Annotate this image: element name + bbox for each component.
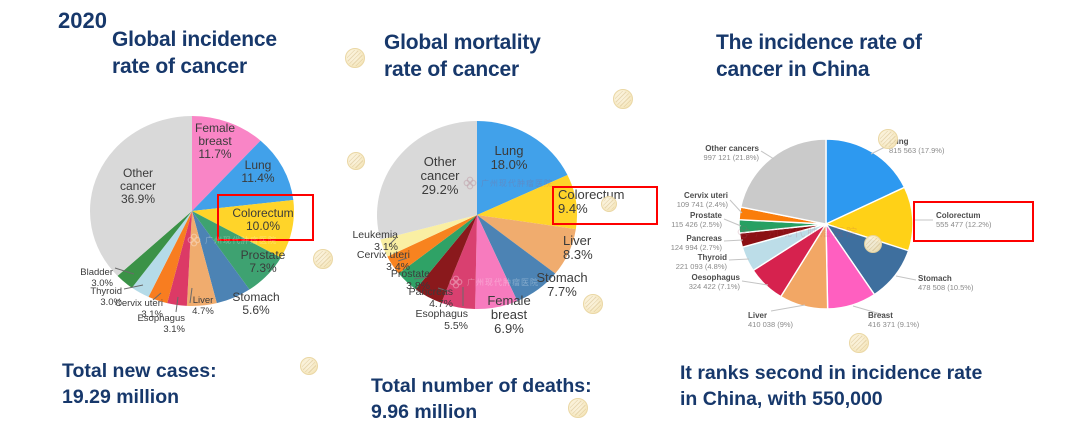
leader-line-global-mortality-1 bbox=[437, 287, 449, 292]
slice-china-incidence-colorectum bbox=[824, 186, 914, 252]
label-global-incidence-female-breast: Female breast 11.7% bbox=[194, 121, 236, 161]
slice-global-incidence-liver bbox=[186, 211, 217, 307]
label-global-incidence-bladder: Bladder 3.0% bbox=[80, 267, 113, 289]
leader-line-china-incidence-7 bbox=[723, 239, 744, 242]
label-china-incidence-cervix-uteri: Cervix uteri 109 741 (2.4%) bbox=[676, 191, 728, 209]
slice-global-mortality-leukemia bbox=[380, 215, 477, 257]
label-global-mortality-female-breast: Female breast 6.9% bbox=[487, 293, 531, 336]
colorectum-highlight-box-china-incidence bbox=[913, 201, 1034, 242]
colorectum-highlight-box-global-incidence bbox=[217, 194, 314, 241]
leader-line-global-incidence-3 bbox=[123, 284, 144, 290]
label-china-incidence-other-cancers: Other cancers 997 121 (21.8%) bbox=[703, 144, 759, 162]
colorectum-highlight-box-global-mortality bbox=[552, 186, 658, 225]
footer-total-deaths: Total number of deaths: 9.96 million bbox=[371, 375, 592, 423]
slice-global-mortality-cervix-uteri bbox=[387, 215, 477, 274]
label-global-mortality-prostate: Prostate 3.8% bbox=[390, 268, 430, 292]
label-china-incidence-lung: Lung 815 563 (17.9%) bbox=[889, 137, 945, 155]
label-global-incidence-esophagus: Esophagus 3.1% bbox=[137, 313, 185, 335]
label-global-incidence-other-cancer: Other cancer 36.9% bbox=[119, 166, 157, 206]
coin-icon bbox=[583, 294, 603, 314]
coin-icon bbox=[345, 48, 365, 68]
label-global-incidence-stomach: Stomach 5.6% bbox=[232, 290, 280, 317]
leader-line-global-incidence-4 bbox=[114, 267, 135, 275]
chart-title-global-mortality: Global mortality rate of cancer bbox=[384, 31, 541, 81]
slice-global-mortality-lung bbox=[477, 121, 568, 215]
chart-title-global-incidence: Global incidence rate of cancer bbox=[112, 28, 277, 78]
label-global-mortality-other-cancer: Other cancer 29.2% bbox=[420, 154, 460, 197]
coin-icon bbox=[347, 152, 365, 170]
label-global-mortality-leukemia: Leukemia 3.1% bbox=[352, 229, 398, 253]
label-china-incidence-oesophagus: Oesophagus 324 422 (7.1%) bbox=[688, 273, 740, 291]
coin-icon bbox=[601, 196, 617, 212]
slice-global-incidence-thyroid bbox=[131, 211, 192, 297]
leader-line-china-incidence-8 bbox=[723, 218, 742, 227]
slice-global-mortality-other-cancer bbox=[376, 120, 477, 240]
coin-icon bbox=[568, 398, 588, 418]
slice-global-mortality-prostate bbox=[398, 215, 477, 290]
leader-line-global-mortality-2 bbox=[413, 276, 428, 280]
label-global-mortality-lung: Lung 18.0% bbox=[490, 143, 528, 172]
slice-global-mortality-liver bbox=[477, 215, 576, 274]
slice-global-incidence-cervix-uteri bbox=[148, 211, 192, 304]
coin-icon bbox=[878, 129, 898, 149]
label-global-mortality-pancreas: Pancreas 4.7% bbox=[408, 286, 453, 310]
coin-icon bbox=[864, 235, 882, 253]
slice-china-incidence-lung bbox=[825, 138, 906, 226]
label-china-incidence-prostate: Prostate 115 426 (2.5%) bbox=[671, 211, 722, 229]
leader-line-global-incidence-0 bbox=[189, 287, 193, 304]
footer-total-new-cases: Total new cases: 19.29 million bbox=[62, 360, 217, 408]
leader-line-global-incidence-2 bbox=[152, 292, 162, 301]
leader-line-china-incidence-4 bbox=[770, 304, 806, 312]
slice-global-mortality-esophagus bbox=[441, 215, 477, 309]
slice-global-incidence-stomach bbox=[192, 211, 250, 304]
label-global-incidence-colorectum: Colorectum 10.0% bbox=[232, 206, 294, 233]
leader-line-global-mortality-3 bbox=[397, 257, 408, 262]
coin-icon bbox=[313, 249, 333, 269]
leader-line-china-incidence-10 bbox=[760, 150, 775, 160]
slice-global-mortality-pancreas bbox=[415, 215, 477, 303]
leader-line-global-incidence-1 bbox=[175, 296, 179, 313]
label-global-incidence-thyroid: Thyroid 3.0% bbox=[90, 286, 122, 308]
label-global-mortality-liver: Liver 8.3% bbox=[563, 233, 593, 262]
footer-china-rank: It ranks second in incidence rate in Chi… bbox=[680, 362, 983, 410]
label-china-incidence-pancreas: Pancreas 124 994 (2.7%) bbox=[670, 234, 722, 252]
leader-line-china-incidence-5 bbox=[741, 280, 769, 286]
slice-global-incidence-other-cancer bbox=[89, 116, 192, 276]
coin-icon bbox=[849, 333, 869, 353]
label-global-mortality-stomach: Stomach 7.7% bbox=[536, 270, 588, 299]
label-global-incidence-cervix-uteri: Cervix uteri 3.1% bbox=[114, 298, 163, 320]
chart-title-china-incidence: The incidence rate of cancer in China bbox=[716, 31, 922, 81]
coin-icon bbox=[300, 357, 318, 375]
slice-global-incidence-esophagus bbox=[167, 211, 192, 306]
leader-line-china-incidence-9 bbox=[729, 199, 743, 214]
slice-china-incidence-other-cancers bbox=[739, 138, 827, 225]
label-china-incidence-colorectum: Colorectum 555 477 (12.2%) bbox=[936, 211, 992, 229]
coin-icon bbox=[613, 89, 633, 109]
leader-line-global-mortality-4 bbox=[388, 237, 397, 246]
label-china-incidence-liver: Liver 410 038 (9%) bbox=[748, 311, 794, 329]
label-global-mortality-esophagus: Esophagus 5.5% bbox=[415, 308, 468, 332]
slice-global-incidence-prostate bbox=[192, 211, 281, 290]
slice-global-incidence-bladder bbox=[117, 211, 192, 288]
slice-global-incidence-lung bbox=[192, 140, 294, 211]
leader-line-china-incidence-2 bbox=[895, 275, 917, 281]
label-china-incidence-thyroid: Thyroid 221 093 (4.8%) bbox=[675, 253, 727, 271]
slice-global-incidence-female-breast bbox=[192, 116, 261, 211]
leader-line-china-incidence-3 bbox=[852, 305, 885, 316]
year-label: 2020 bbox=[58, 8, 107, 33]
label-china-incidence-stomach: Stomach 478 508 (10.5%) bbox=[918, 274, 974, 292]
label-global-incidence-lung: Lung 11.4% bbox=[241, 158, 275, 185]
slice-global-mortality-female-breast bbox=[475, 215, 518, 309]
slice-global-mortality-stomach bbox=[477, 215, 556, 302]
label-global-incidence-prostate: Prostate 7.3% bbox=[240, 248, 286, 275]
label-global-mortality-cervix-uteri: Cervix uteri 3.4% bbox=[356, 249, 410, 273]
label-china-incidence-breast: Breast 416 371 (9.1%) bbox=[868, 311, 920, 329]
label-global-incidence-liver: Liver 4.7% bbox=[192, 295, 214, 317]
leader-line-china-incidence-6 bbox=[728, 258, 750, 261]
